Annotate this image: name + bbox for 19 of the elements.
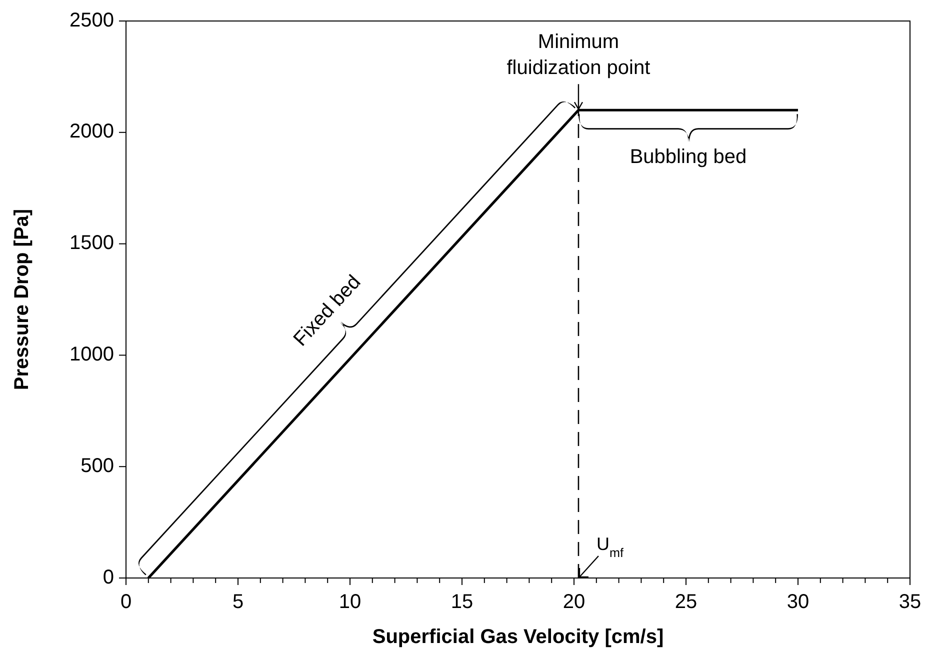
annotation: Minimum fluidization point bbox=[506, 31, 651, 80]
x-tick-label: 5 bbox=[232, 591, 244, 613]
y-tick-label: 2000 bbox=[70, 120, 114, 143]
x-tick-label: 25 bbox=[674, 591, 698, 613]
x-tick-label: 0 bbox=[120, 591, 132, 613]
y-tick-label: 2500 bbox=[70, 9, 114, 32]
annotation: U$_{mf}$ bbox=[596, 534, 624, 560]
x-axis-title: Superficial Gas Velocity [cm/s] bbox=[372, 626, 664, 648]
y-tick-label: 500 bbox=[80, 454, 114, 477]
annotation: Bubbling bed bbox=[630, 146, 747, 168]
y-tick-label: 1500 bbox=[70, 232, 114, 254]
y-tick-label: 1000 bbox=[70, 343, 114, 366]
x-tick-label: 35 bbox=[898, 591, 922, 613]
x-tick-label: 10 bbox=[338, 591, 362, 613]
x-tick-label: 15 bbox=[450, 591, 474, 613]
x-tick-label: 30 bbox=[786, 591, 810, 613]
y-tick-label: 0 bbox=[102, 566, 114, 588]
x-tick-label: 20 bbox=[562, 591, 586, 613]
y-axis-title: Pressure Drop [Pa] bbox=[11, 208, 33, 390]
